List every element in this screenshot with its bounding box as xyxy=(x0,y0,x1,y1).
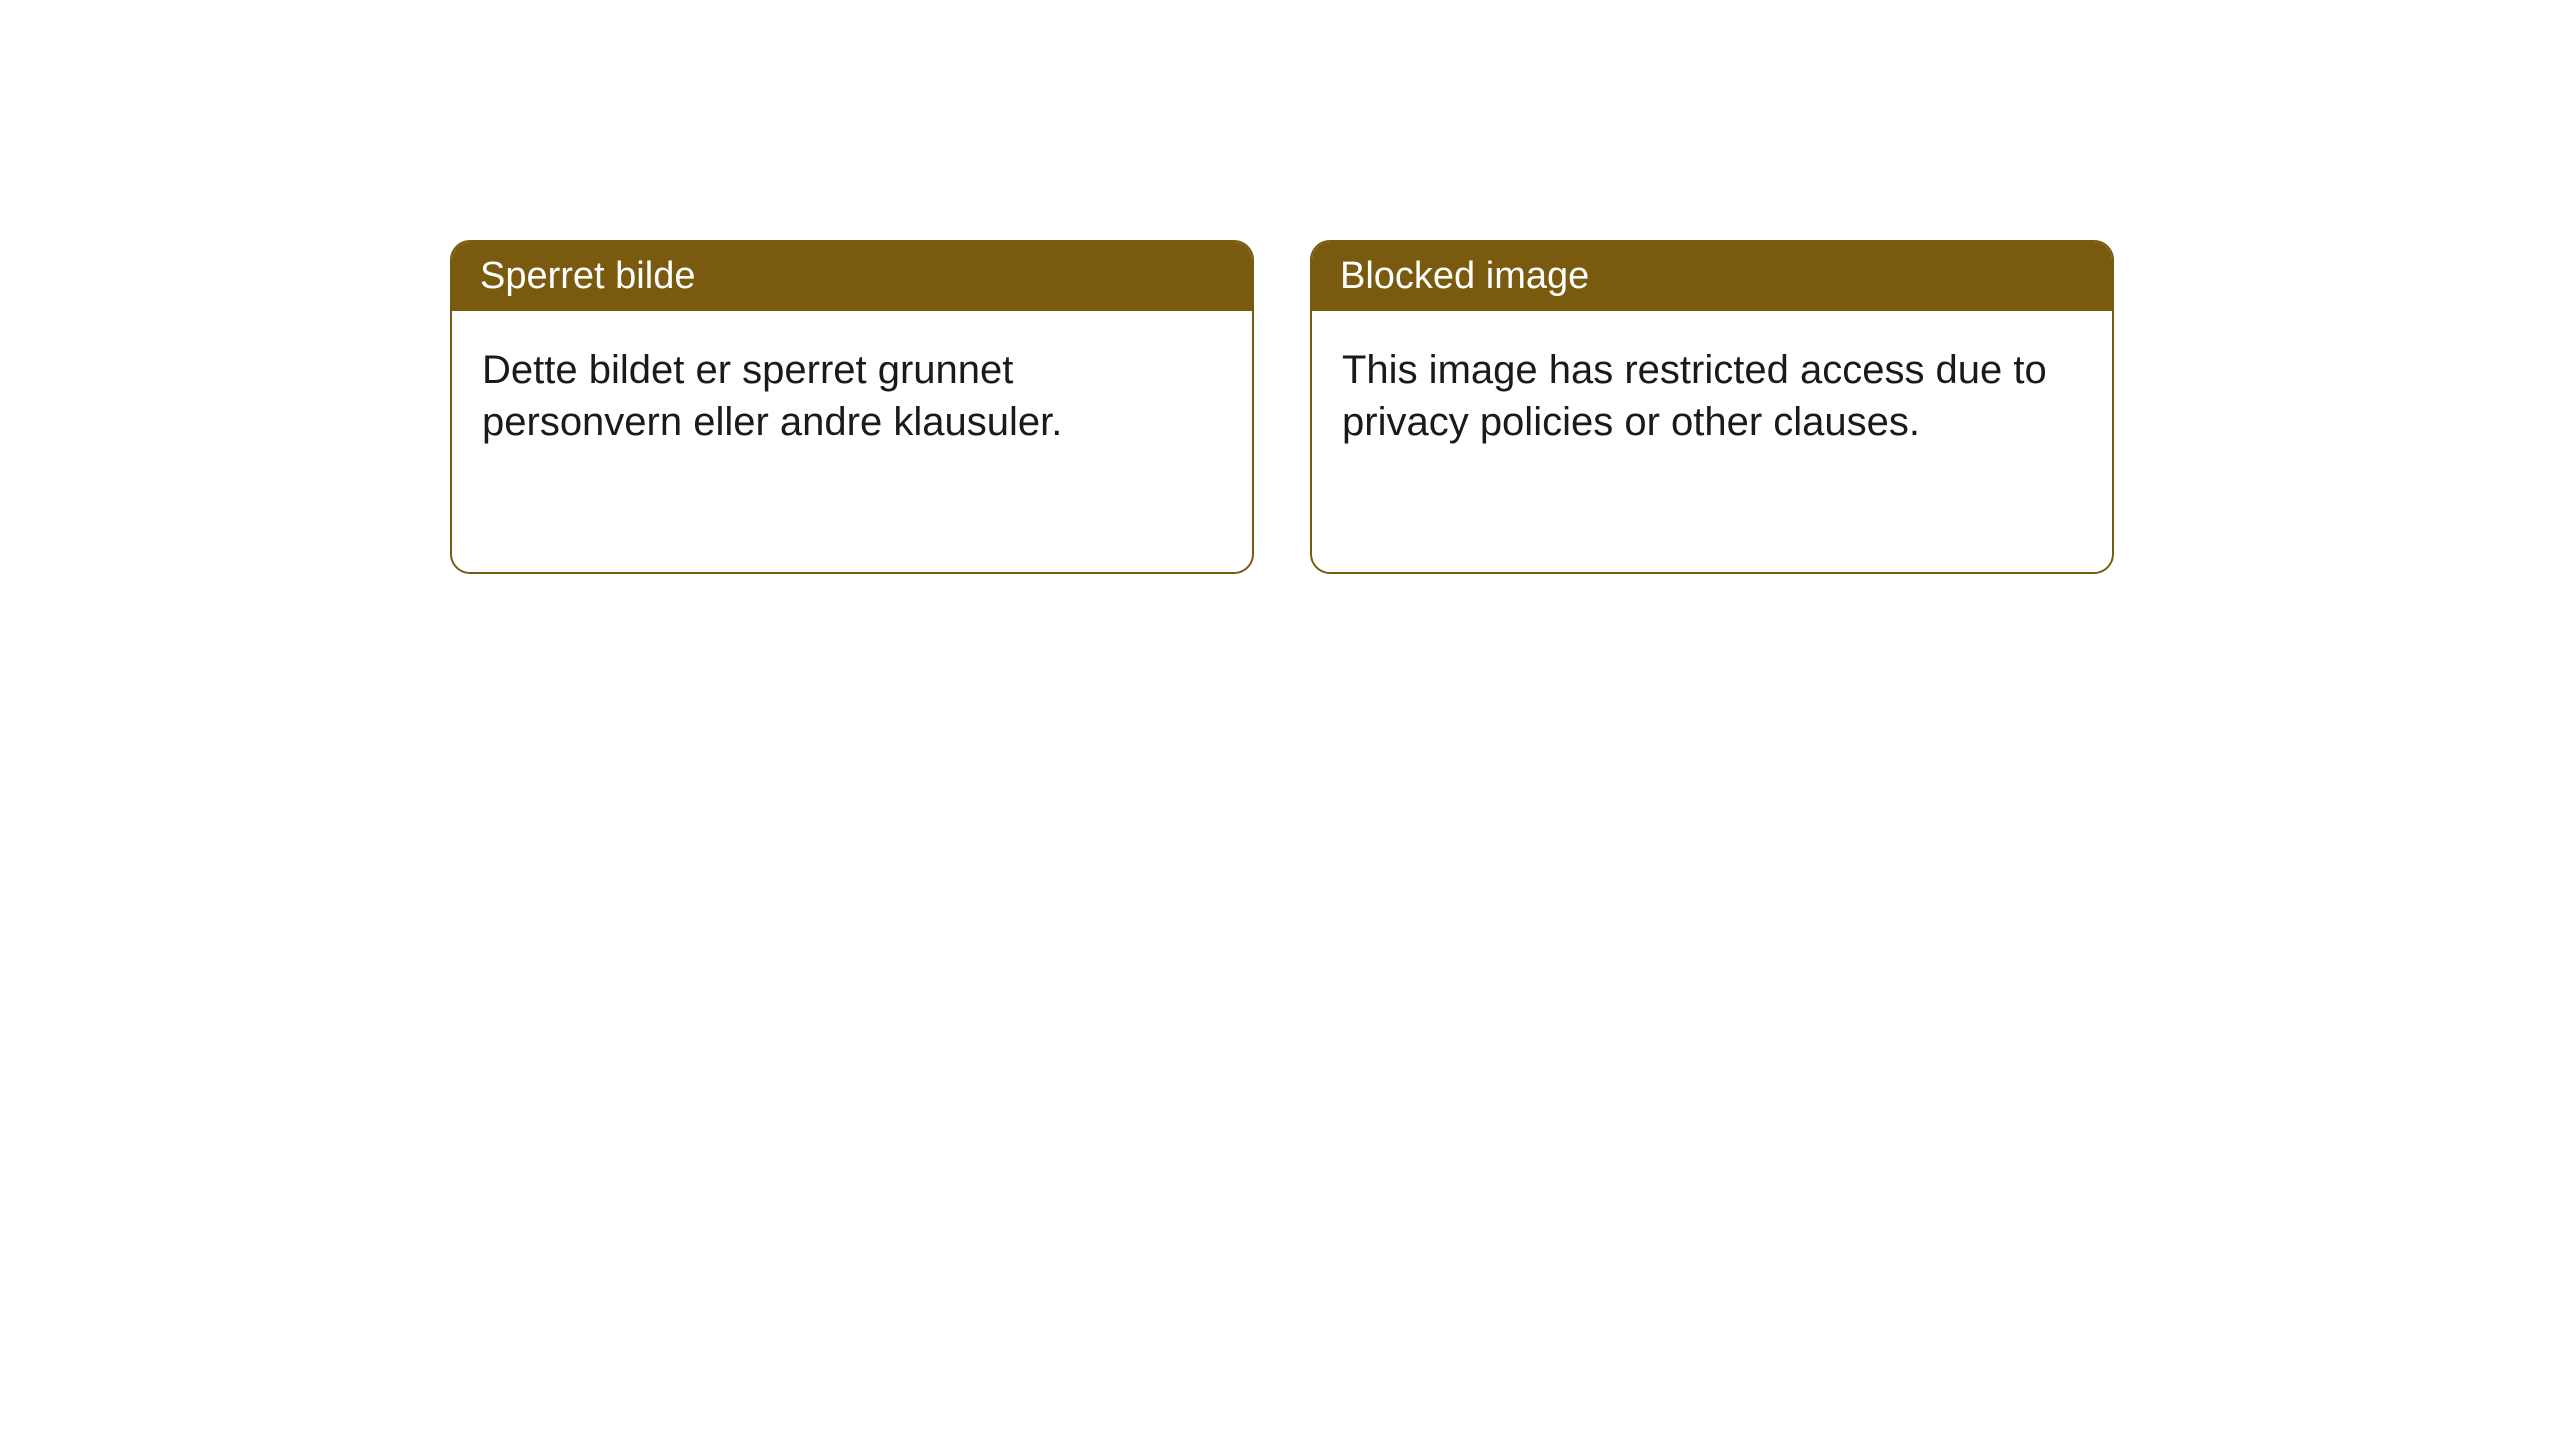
card-body-no: Dette bildet er sperret grunnet personve… xyxy=(452,311,1252,481)
notice-cards-container: Sperret bilde Dette bildet er sperret gr… xyxy=(0,0,2560,574)
blocked-image-card-en: Blocked image This image has restricted … xyxy=(1310,240,2114,574)
card-title-en: Blocked image xyxy=(1312,242,2112,311)
card-body-en: This image has restricted access due to … xyxy=(1312,311,2112,481)
blocked-image-card-no: Sperret bilde Dette bildet er sperret gr… xyxy=(450,240,1254,574)
card-title-no: Sperret bilde xyxy=(452,242,1252,311)
